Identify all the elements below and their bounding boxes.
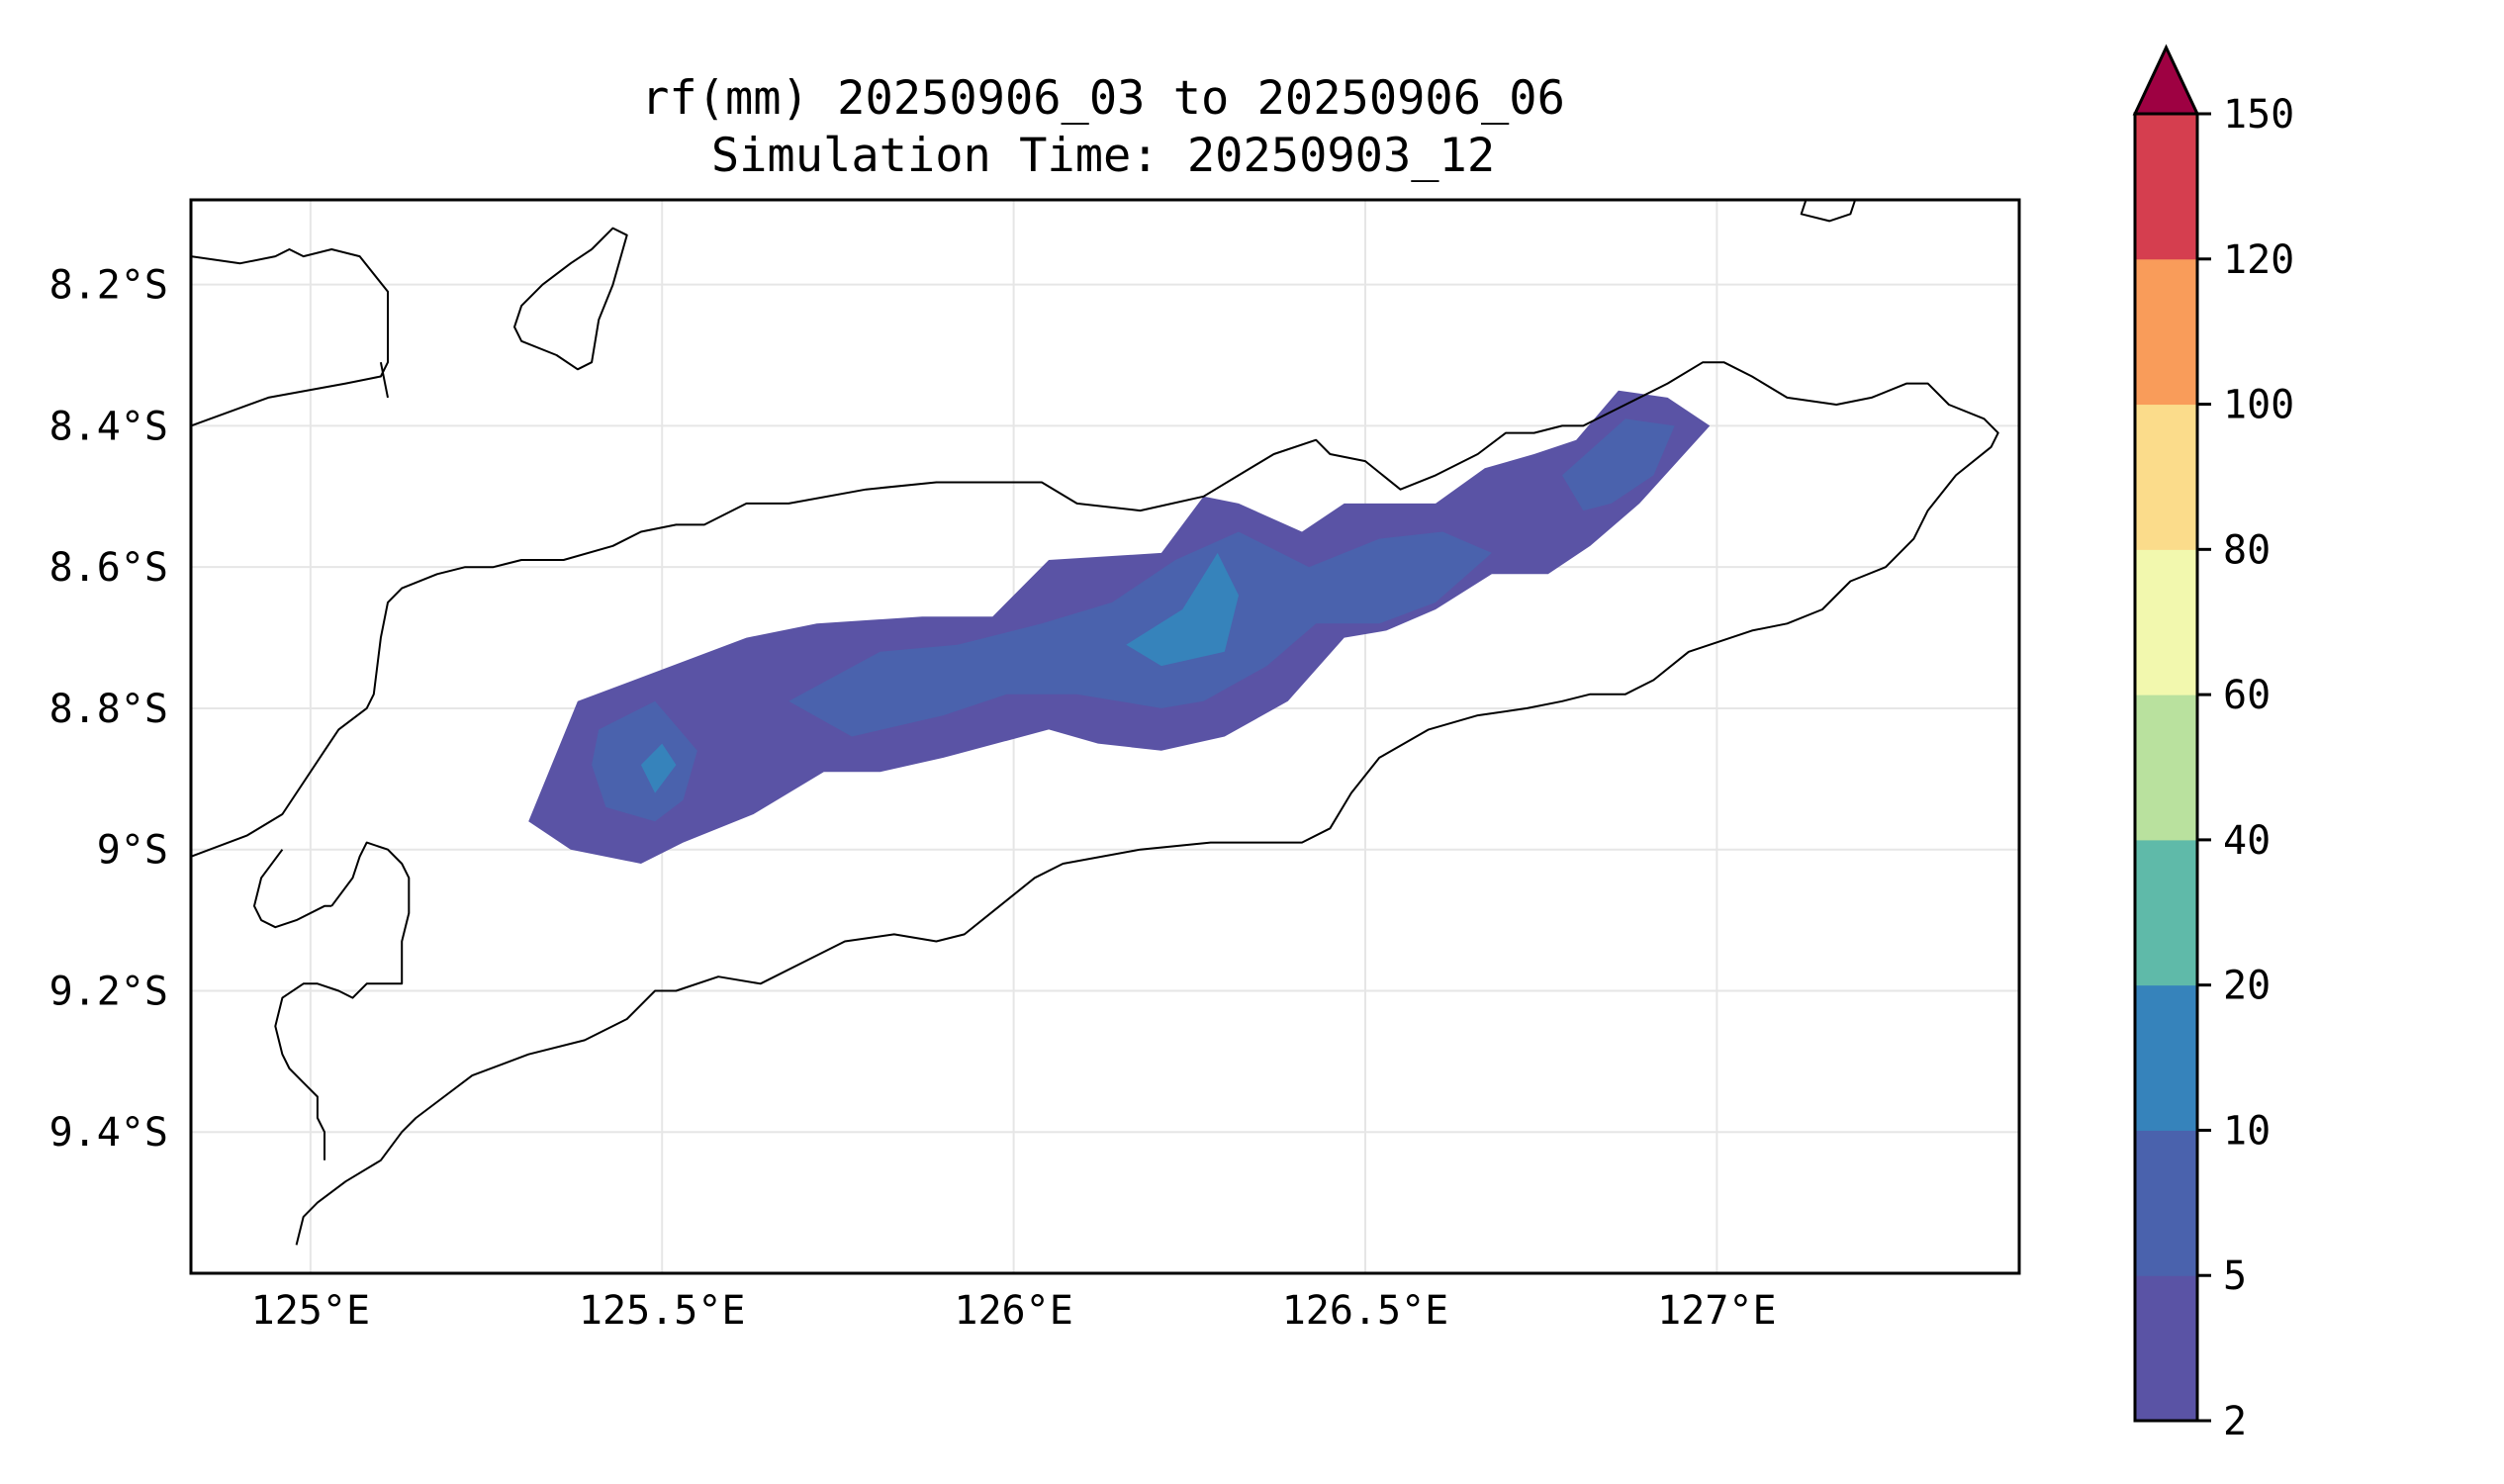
coastline — [191, 361, 1999, 1246]
coastline — [274, 841, 411, 1160]
colorbar-segment — [2135, 114, 2197, 260]
coastline — [513, 227, 628, 371]
colorbar-segment — [2135, 839, 2197, 986]
colorbar-extend-max — [2132, 44, 2200, 116]
y-tick-label: 8.6°S — [49, 545, 168, 591]
colorbar-tick-label: 20 — [2223, 964, 2271, 1009]
colorbar-tick-label: 40 — [2223, 818, 2271, 864]
coastline — [191, 248, 389, 427]
rain-contour-5-10 — [1562, 418, 1675, 511]
x-tick-label: 125.5°E — [579, 1288, 746, 1334]
x-tick-label: 126°E — [954, 1288, 1072, 1334]
rain-contour-10-20 — [1126, 552, 1239, 667]
coastlines — [191, 200, 1999, 1246]
x-tick-label: 125°E — [251, 1288, 370, 1334]
rain-contour-10-20 — [640, 743, 677, 793]
colorbar-segment — [2135, 404, 2197, 550]
y-tick-label: 8.2°S — [49, 263, 168, 309]
rain-contour-5-10 — [788, 531, 1492, 737]
y-tick-label: 9.2°S — [49, 969, 168, 1014]
coastline — [1800, 200, 1857, 223]
coastline — [379, 362, 389, 399]
colorbar-segment — [2135, 1130, 2197, 1276]
y-tick-label: 9.4°S — [49, 1110, 168, 1156]
y-tick-label: 9°S — [97, 828, 168, 874]
x-tick-label: 126.5°E — [1282, 1288, 1449, 1334]
colorbar-tick-label: 10 — [2223, 1108, 2271, 1154]
x-tick-label: 127°E — [1657, 1288, 1776, 1334]
map-frame — [189, 198, 2021, 1275]
y-tick-label: 8.4°S — [49, 404, 168, 449]
colorbar-segment — [2135, 695, 2197, 841]
colorbar-tick-label: 150 — [2223, 92, 2294, 138]
colorbar-segment — [2135, 1275, 2197, 1422]
colorbar-tick-label: 100 — [2223, 383, 2294, 428]
colorbar-segment — [2135, 984, 2197, 1131]
colorbar-tick-label: 120 — [2223, 237, 2294, 283]
colorbar: 2 5 10 20 40 60 80 100 120 150 — [2132, 44, 2294, 1444]
y-tick-label: 8.8°S — [49, 687, 168, 732]
rainfall-contours — [528, 390, 1711, 864]
colorbar-tick-label: 80 — [2223, 527, 2271, 573]
colorbar-tick-label: 60 — [2223, 673, 2271, 718]
x-axis-ticks: 125°E 125.5°E 126°E 126.5°E 127°E — [251, 1288, 1777, 1334]
coastline — [253, 849, 332, 929]
map-title-line1: rf(mm) 20250906_03 to 20250906_06 — [641, 71, 1565, 126]
colorbar-segment — [2135, 258, 2197, 406]
colorbar-tick-label: 5 — [2223, 1253, 2247, 1299]
colorbar-segment — [2135, 549, 2197, 696]
rain-contour-5-10 — [592, 700, 697, 822]
colorbar-tick-label: 2 — [2223, 1399, 2247, 1444]
colorbar-frame — [2133, 112, 2199, 1423]
y-axis-ticks: 8.2°S 8.4°S 8.6°S 8.8°S 9°S 9.2°S 9.4°S — [49, 263, 168, 1157]
map-title-line2: Simulation Time: 20250903_12 — [710, 129, 1496, 183]
